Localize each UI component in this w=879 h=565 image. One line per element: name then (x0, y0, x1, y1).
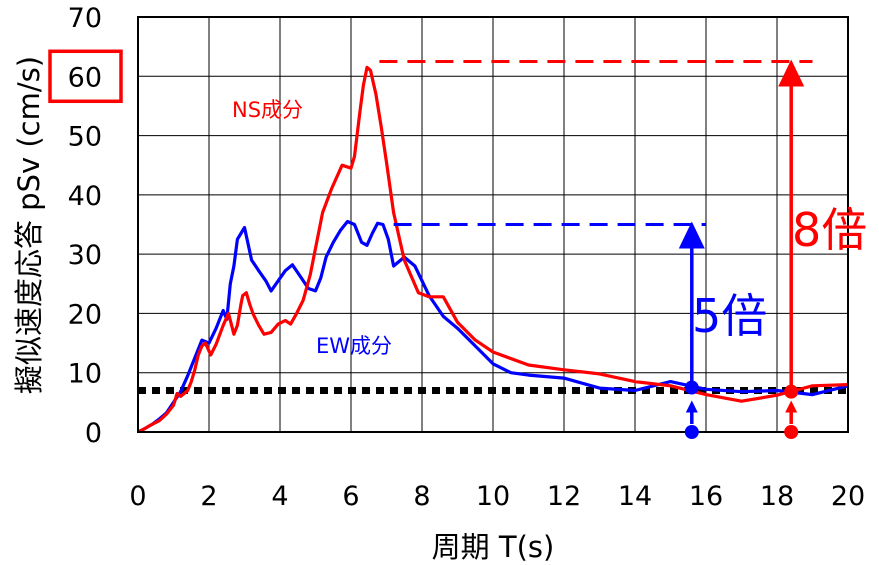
x-tick-label: 8 (413, 481, 430, 512)
x-tick-label: 12 (547, 481, 581, 512)
amplification-annotations: NS成分 EW成分 5倍 8倍 (232, 59, 867, 439)
x-tick-label: 18 (760, 481, 794, 512)
x-tick-label: 14 (618, 481, 652, 512)
y-tick-label: 10 (68, 359, 102, 390)
ns-amplification-arrow-head (778, 59, 805, 87)
ns-series-label: NS成分 (232, 98, 303, 122)
ns-base-marker (784, 425, 799, 439)
y-tick-label: 20 (68, 299, 102, 330)
ew-ratio-label: 5倍 (692, 289, 767, 343)
y-axis-title: 擬似速度応答 pSv (cm/s) (12, 56, 46, 394)
y-tick-label: 0 (85, 418, 102, 449)
x-tick-label: 4 (271, 481, 288, 512)
ew-amplification-arrow-head (678, 221, 705, 249)
ns-small-arrow-head (785, 400, 798, 413)
plot-frame (137, 16, 849, 433)
x-tick-label: 6 (342, 481, 359, 512)
ew-small-arrow-head (685, 400, 698, 413)
x-tick-label: 0 (129, 481, 146, 512)
ew-series-label: EW成分 (316, 334, 392, 358)
ns-ratio-label: 8倍 (792, 203, 867, 257)
x-tick-label: 10 (476, 481, 510, 512)
y-tick-label: 50 (68, 122, 102, 153)
y-tick-label: 60 (68, 62, 102, 93)
y-tick-labels: 0 10 20 30 40 50 60 70 (68, 3, 102, 449)
x-axis-title: 周期 T(s) (432, 530, 555, 564)
x-tick-label: 20 (831, 481, 865, 512)
highlighted-tick-box (48, 49, 123, 104)
x-tick-label: 2 (200, 481, 217, 512)
x-tick-label: 16 (689, 481, 723, 512)
y-tick-label: 30 (68, 240, 102, 271)
y-tick-label: 70 (68, 3, 102, 34)
ew-base-marker (684, 425, 699, 439)
x-tick-labels: 0 2 4 6 8 10 12 14 16 18 20 (129, 481, 865, 512)
ns-series-line (138, 65, 848, 432)
y-tick-label: 40 (68, 181, 102, 212)
